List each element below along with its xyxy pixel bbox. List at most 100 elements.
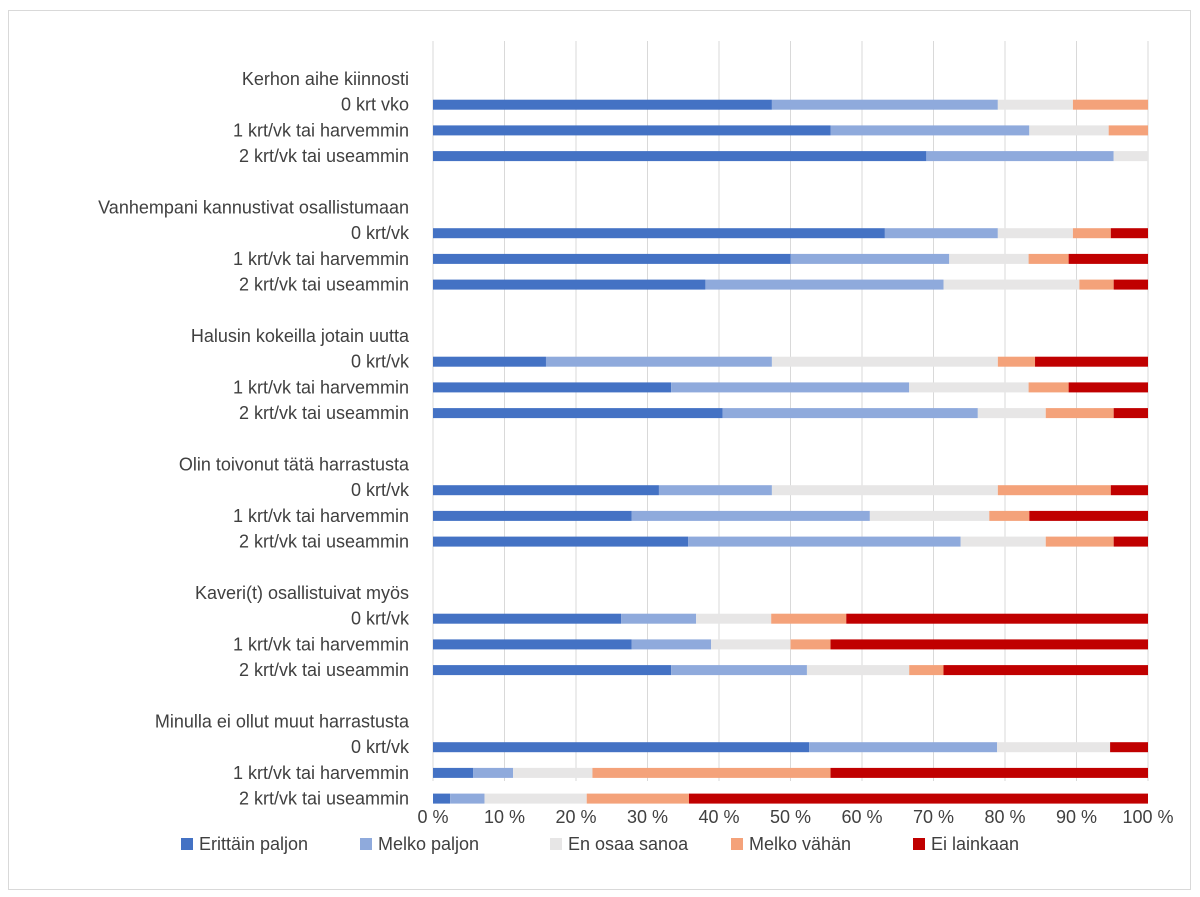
- bar-segment: [1072, 99, 1148, 110]
- legend-label: Melko paljon: [378, 834, 479, 854]
- bar-segment: [1079, 279, 1114, 290]
- legend-swatch: [181, 838, 193, 850]
- bar-segment: [926, 151, 1114, 162]
- legend-swatch: [360, 838, 372, 850]
- x-tick-label: 80 %: [984, 807, 1025, 827]
- row-label: 0 krt/vk: [351, 737, 410, 757]
- bar-segment: [433, 793, 451, 804]
- x-tick-label: 70 %: [913, 807, 954, 827]
- bar-segment: [450, 793, 485, 804]
- bar-segment: [671, 665, 807, 676]
- x-tick-label: 100 %: [1122, 807, 1173, 827]
- bar-segment: [884, 228, 998, 239]
- bar-segment: [433, 485, 659, 496]
- bar-segment: [592, 767, 831, 778]
- bar-segment: [1045, 536, 1114, 547]
- legend-label: Melko vähän: [749, 834, 851, 854]
- row-label: 0 krt vko: [341, 95, 409, 115]
- bar-segment: [433, 253, 791, 264]
- row-label: 2 krt/vk tai useammin: [239, 275, 409, 295]
- bar-segment: [909, 665, 944, 676]
- row-label: 2 krt/vk tai useammin: [239, 532, 409, 552]
- bar-segment: [790, 253, 950, 264]
- bar-segment: [433, 767, 474, 778]
- stacked-bar-chart: Kerhon aihe kiinnosti 0 krt vko 1 krt/vk t…: [98, 41, 1174, 854]
- row-label: 1 krt/vk tai harvemmin: [233, 763, 409, 783]
- bar-segment: [433, 125, 831, 136]
- bar-segment: [671, 382, 910, 393]
- bar-segment: [473, 767, 514, 778]
- bar-segment: [943, 665, 1148, 676]
- bar-segment: [433, 639, 632, 650]
- bar-segment: [711, 639, 791, 650]
- bar-segment: [433, 510, 632, 521]
- bar-segment: [771, 613, 847, 624]
- bar-segment: [771, 356, 998, 367]
- bar-segment: [830, 125, 1030, 136]
- bar-segment: [997, 485, 1111, 496]
- bar-segment: [433, 279, 706, 290]
- bar-segment: [997, 228, 1073, 239]
- x-axis-ticks: 0 % 10 % 20 % 30 % 40 % 50 % 60 % 70 % 80 % 90 % 1…: [417, 807, 1173, 827]
- bar-segment: [943, 279, 1080, 290]
- legend-label: Ei lainkaan: [931, 834, 1019, 854]
- bar-segment: [1029, 510, 1148, 521]
- bar-segment: [997, 99, 1073, 110]
- bar-segment: [1108, 125, 1148, 136]
- bar-segment: [771, 99, 998, 110]
- bar-segment: [433, 613, 622, 624]
- legend-swatch: [550, 838, 562, 850]
- group-title: Kerhon aihe kiinnosti: [242, 69, 409, 89]
- bar-segment: [1068, 382, 1148, 393]
- row-label: 0 krt/vk: [351, 223, 410, 243]
- bar-segment: [688, 793, 1148, 804]
- row-label: 2 krt/vk tai useammin: [239, 403, 409, 423]
- bar-segment: [909, 382, 1029, 393]
- bar-segment: [1029, 125, 1109, 136]
- bar-segment: [545, 356, 772, 367]
- bar-segment: [977, 408, 1046, 419]
- legend: Erittäin paljon Melko paljon En osaa sanoa…: [181, 834, 1019, 854]
- bar-segment: [1035, 356, 1148, 367]
- row-label: 1 krt/vk tai harvemmin: [233, 506, 409, 526]
- x-tick-label: 90 %: [1056, 807, 1097, 827]
- bar-segment: [997, 356, 1036, 367]
- bar-segment: [1113, 151, 1148, 162]
- bar-segment: [621, 613, 697, 624]
- row-label: 0 krt/vk: [351, 352, 410, 372]
- bar-segment: [722, 408, 978, 419]
- bar-segment: [1028, 253, 1069, 264]
- bar-segment: [513, 767, 593, 778]
- group-title: Kaveri(t) osallistuivat myös: [195, 583, 409, 603]
- row-label: 2 krt/vk tai useammin: [239, 146, 409, 166]
- group-title: Olin toivonut tätä harrastusta: [179, 455, 410, 475]
- bar-segment: [433, 408, 723, 419]
- x-tick-label: 20 %: [555, 807, 596, 827]
- bar-segment: [1028, 382, 1069, 393]
- bar-segment: [809, 742, 998, 753]
- chart-frame: Kerhon aihe kiinnosti 0 krt vko 1 krt/vk t…: [8, 10, 1191, 890]
- bar-segment: [433, 665, 672, 676]
- bar-segment: [790, 639, 831, 650]
- bar-segment: [705, 279, 944, 290]
- row-label: 0 krt/vk: [351, 609, 410, 629]
- row-label: 0 krt/vk: [351, 480, 410, 500]
- bar-segment: [433, 99, 772, 110]
- bar-segment: [830, 639, 1148, 650]
- bar-segment: [1113, 408, 1148, 419]
- category-labels: Kerhon aihe kiinnosti 0 krt vko 1 krt/vk t…: [98, 69, 410, 809]
- bar-segment: [433, 742, 810, 753]
- bar-segment: [1110, 485, 1148, 496]
- bar-segment: [1113, 279, 1148, 290]
- bar-segment: [433, 536, 689, 547]
- legend-label: En osaa sanoa: [568, 834, 689, 854]
- row-label: 1 krt/vk tai harvemmin: [233, 120, 409, 140]
- bars: [433, 99, 1148, 804]
- bar-segment: [960, 536, 1046, 547]
- bar-segment: [433, 356, 546, 367]
- legend-swatch: [913, 838, 925, 850]
- bar-segment: [989, 510, 1030, 521]
- bar-segment: [830, 767, 1148, 778]
- bar-segment: [586, 793, 689, 804]
- group-title: Vanhempani kannustivat osallistumaan: [98, 198, 409, 218]
